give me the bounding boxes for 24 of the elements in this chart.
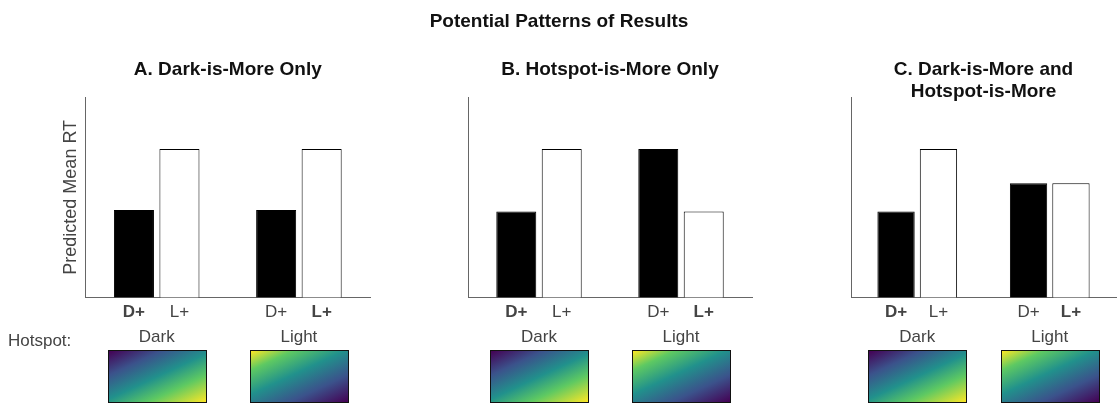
- text: D+: [647, 301, 670, 321]
- chart-title: C. Dark-is-More and Hotspot-is-More: [892, 58, 1075, 102]
- chart-title: A. Dark-is-More Only: [132, 58, 323, 80]
- text: Potential Patterns of Results: [428, 10, 690, 32]
- y-axis-title: Predicted Mean RT: [59, 119, 80, 275]
- x-tick-label: Dark: [521, 327, 558, 347]
- x-tick-label: Dark: [138, 327, 176, 347]
- text: L+: [1060, 301, 1082, 321]
- series-label: D+: [505, 301, 528, 321]
- series-label: L+: [928, 301, 949, 321]
- series-label: D+: [122, 301, 146, 321]
- x-tick-label: Light: [280, 327, 318, 347]
- text: D+: [265, 301, 288, 321]
- text: Hotspot:: [8, 330, 72, 351]
- series-label: L+: [169, 301, 190, 321]
- text: D+: [1017, 301, 1040, 321]
- x-tick-label: Dark: [899, 327, 936, 347]
- chart-title: B. Hotspot-is-More Only: [500, 58, 720, 80]
- text: L+: [311, 301, 332, 321]
- series-label: D+: [884, 301, 908, 321]
- text: L+: [693, 301, 714, 321]
- x-tick-label: Light: [662, 327, 700, 347]
- x-tick-label: Light: [1031, 327, 1069, 347]
- series-label: L+: [552, 301, 572, 321]
